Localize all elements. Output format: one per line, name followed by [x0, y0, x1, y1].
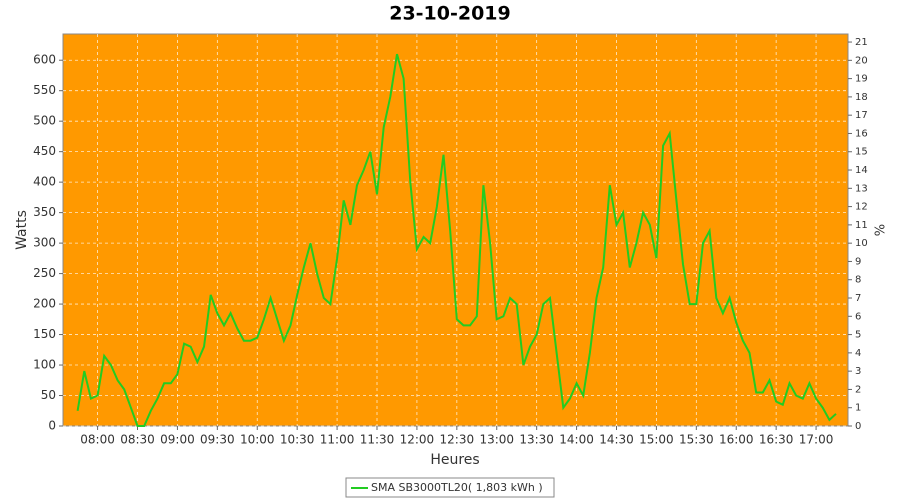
y2-tick-label: 12 [855, 202, 868, 213]
x-tick-label: 10:30 [280, 433, 315, 447]
y-tick-label: 350 [33, 205, 56, 219]
y2-tick-label: 15 [855, 147, 868, 158]
x-tick-label: 16:00 [719, 433, 754, 447]
y2-tick-label: 10 [855, 238, 868, 249]
x-tick-label: 11:30 [360, 433, 395, 447]
y2-tick-label: 6 [855, 311, 861, 322]
x-tick-label: 09:00 [160, 433, 195, 447]
y2-tick-label: 20 [855, 55, 868, 66]
x-tick-label: 12:00 [400, 433, 435, 447]
y2-tick-label: 4 [855, 348, 861, 359]
y2-tick-label: 16 [855, 128, 868, 139]
x-tick-label: 17:00 [799, 433, 834, 447]
y-tick-label: 50 [41, 388, 56, 402]
x-tick-label: 13:30 [519, 433, 554, 447]
y-tick-label: 450 [33, 144, 56, 158]
y2-tick-label: 8 [855, 275, 861, 286]
x-tick-label: 11:00 [320, 433, 355, 447]
y2-tick-label: 14 [855, 165, 868, 176]
y-tick-label: 250 [33, 266, 56, 280]
y-tick-label: 400 [33, 175, 56, 189]
x-tick-label: 08:00 [80, 433, 115, 447]
y2-tick-label: 17 [855, 110, 868, 121]
legend-label: SMA SB3000TL20( 1,803 kWh ) [371, 481, 543, 494]
x-tick-label: 13:00 [479, 433, 514, 447]
y2-tick-label: 3 [855, 366, 861, 377]
x-tick-label: 14:30 [599, 433, 634, 447]
y-axis-label: Watts [14, 210, 30, 250]
y2-tick-label: 5 [855, 330, 861, 341]
x-tick-label: 15:30 [679, 433, 714, 447]
y-tick-label: 100 [33, 358, 56, 372]
y-tick-label: 550 [33, 83, 56, 97]
y-tick-label: 200 [33, 297, 56, 311]
chart-title: 23-10-2019 [389, 3, 511, 25]
y-tick-label: 300 [33, 236, 56, 250]
x-axis-label: Heures [430, 452, 479, 468]
plot-area [62, 33, 849, 427]
y2-tick-label: 9 [855, 256, 861, 267]
y2-tick-label: 0 [855, 421, 861, 432]
y2-tick-label: 18 [855, 92, 868, 103]
y2-tick-label: 11 [855, 220, 868, 231]
legend-box [345, 477, 555, 498]
x-tick-label: 10:00 [240, 433, 275, 447]
y2-axis-label: % [874, 224, 889, 236]
x-tick-label: 12:30 [440, 433, 475, 447]
y2-tick-label: 21 [855, 37, 868, 48]
x-tick-label: 09:30 [200, 433, 235, 447]
y2-tick-label: 1 [855, 403, 861, 414]
y-tick-label: 150 [33, 327, 56, 341]
x-tick-label: 08:30 [120, 433, 155, 447]
y-tick-label: 0 [48, 419, 56, 433]
series-line [76, 53, 837, 427]
y2-tick-label: 13 [855, 183, 868, 194]
x-tick-label: 15:00 [639, 433, 674, 447]
y2-tick-label: 7 [855, 293, 861, 304]
y2-tick-label: 19 [855, 74, 868, 85]
y2-tick-label: 2 [855, 384, 861, 395]
x-tick-label: 16:30 [759, 433, 794, 447]
y-tick-label: 500 [33, 114, 56, 128]
x-tick-label: 14:00 [559, 433, 594, 447]
y-tick-label: 600 [33, 53, 56, 67]
